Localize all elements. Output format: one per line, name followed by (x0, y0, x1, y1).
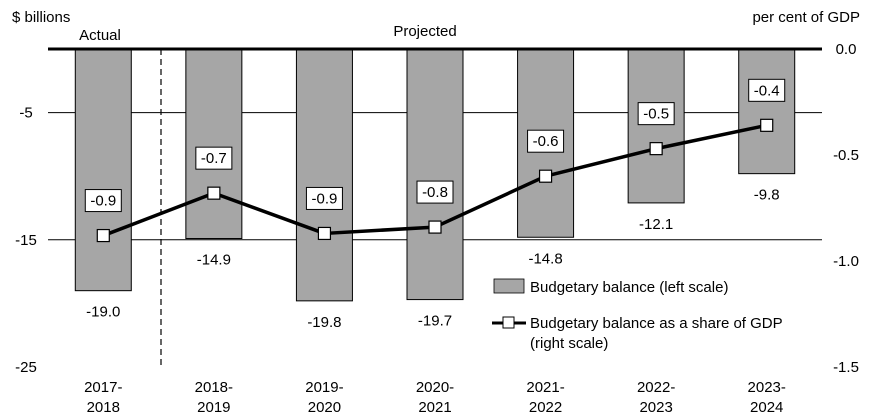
line-value-label: -0.8 (422, 184, 448, 201)
line-marker (207, 186, 221, 200)
line-label-box (305, 186, 343, 210)
left-axis: -25 -15 -5 (15, 105, 37, 376)
line-value-label: -0.4 (754, 82, 780, 99)
line-label-box (416, 180, 454, 204)
bar (738, 48, 796, 175)
line-marker (428, 220, 442, 234)
bar (627, 48, 685, 204)
line-marker (649, 142, 663, 156)
left-tick-label: -5 (19, 105, 32, 122)
x-tick-label: 2023- 2024 (748, 379, 786, 416)
x-tick-label-line: 2019- (305, 379, 343, 396)
x-tick-label: 2022- 2023 (637, 379, 675, 416)
x-tick-label-line: 2019 (197, 399, 230, 416)
x-tick-label-line: 2018 (87, 399, 120, 416)
legend-line-marker (502, 316, 515, 329)
line-label-box (84, 189, 122, 213)
right-axis-label: per cent of GDP (752, 9, 860, 26)
line-label-box (195, 146, 233, 170)
x-tick-label-line: 2023 (639, 399, 672, 416)
bar (185, 48, 243, 240)
left-axis-label: $ billions (12, 9, 70, 26)
line-value-label: -0.9 (90, 193, 116, 210)
line-marker (538, 169, 553, 183)
bar-value-label: -9.8 (754, 187, 780, 204)
bar-value-label: -14.9 (197, 252, 231, 269)
x-tick-label-line: 2017- (84, 379, 122, 396)
left-tick-label: -25 (15, 359, 37, 376)
bar-value-label: -19.0 (86, 304, 120, 321)
x-tick-label-line: 2023- (748, 379, 786, 396)
bar-value-label: -12.1 (639, 216, 673, 233)
x-tick-label-line: 2018- (195, 379, 233, 396)
bar (406, 48, 464, 301)
line-value-label: -0.9 (311, 190, 337, 207)
actual-period-label: Actual (79, 27, 121, 44)
x-tick-label-line: 2022 (529, 399, 562, 416)
bar (295, 48, 353, 302)
line-label-box (527, 129, 565, 153)
right-tick-label: -1.5 (833, 359, 859, 376)
x-tick-label-line: 2024 (750, 399, 783, 416)
x-tick-label: 2017- 2018 (84, 379, 122, 416)
right-tick-label: -0.5 (833, 147, 859, 164)
line-label-box (748, 78, 786, 102)
line-marker (317, 226, 332, 241)
x-tick-label: 2019- 2020 (305, 379, 343, 416)
line-label-box (637, 102, 675, 126)
legend-line-label-2: (right scale) (530, 335, 608, 352)
projected-period-label: Projected (393, 23, 456, 40)
bar (74, 48, 132, 292)
line-value-label: -0.6 (533, 133, 559, 150)
bar-value-label: -19.7 (418, 313, 452, 330)
x-axis: 2017- 2018 2018- 2019 2019- 2020 2020- 2021 2021… (84, 379, 786, 416)
bar-value-labels: -19.0 -14.9 -19.8 -19.7 -14.8 -12.1 -9.8 (86, 187, 779, 331)
bar-value-label: -19.8 (307, 314, 341, 331)
x-tick-label-line: 2021 (418, 399, 451, 416)
line-marker (96, 228, 110, 243)
legend-line-label: Budgetary balance as a share of GDP (530, 315, 783, 332)
x-tick-label-line: 2020- (416, 379, 454, 396)
x-tick-label-line: 2021- (526, 379, 564, 396)
bar-value-label: -14.8 (528, 250, 562, 267)
line-value-label: -0.7 (201, 150, 227, 167)
x-tick-label-line: 2022- (637, 379, 675, 396)
bar-series (74, 48, 796, 302)
left-tick-label: -15 (15, 232, 37, 249)
legend-bar-swatch (493, 278, 525, 294)
line-value-label: -0.5 (643, 106, 669, 123)
x-tick-label-line: 2020 (308, 399, 341, 416)
x-tick-label: 2018- 2019 (195, 379, 233, 416)
line-marker (760, 118, 774, 132)
legend: Budgetary balance (left scale) Budgetary… (492, 278, 783, 352)
legend-bar-label: Budgetary balance (left scale) (530, 279, 728, 296)
right-axis: 0.0 -0.5 -1.0 -1.5 (833, 41, 859, 376)
right-tick-label: 0.0 (836, 41, 857, 58)
right-tick-label: -1.0 (833, 253, 859, 270)
line-series: -0.9 -0.7 -0.9 -0.8 -0.6 -0.5 -0.4 (84, 78, 786, 243)
x-tick-label: 2021- 2022 (526, 379, 564, 416)
x-tick-label: 2020- 2021 (416, 379, 454, 416)
